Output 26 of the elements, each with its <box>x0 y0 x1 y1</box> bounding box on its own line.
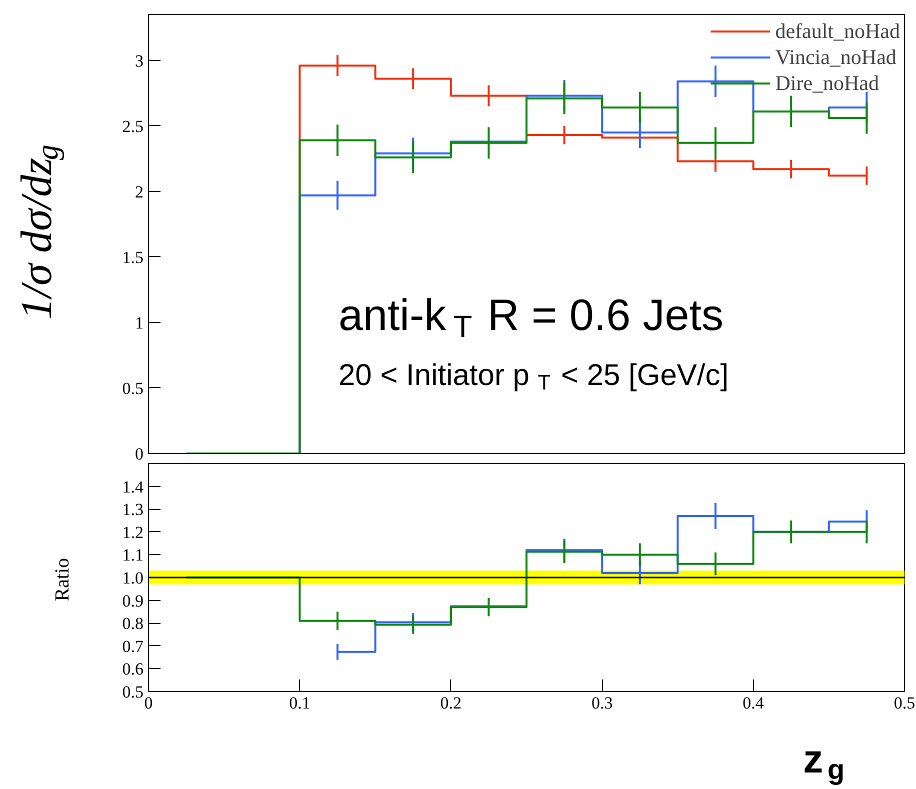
y-tick-label: 0 <box>135 444 144 464</box>
y-tick-label: 1.3 <box>122 500 144 520</box>
legend-label: Dire_noHad <box>775 70 880 96</box>
x-tick-label: 0.4 <box>742 694 764 712</box>
x-tick-label: 0.1 <box>289 694 310 712</box>
y-tick-label: 0.6 <box>122 660 144 679</box>
y-tick-label: 1.5 <box>122 248 144 267</box>
y-tick-label: 2.5 <box>122 116 144 136</box>
y-tick-label: 1.1 <box>122 546 144 565</box>
y-tick-label: 0.9 <box>122 591 144 610</box>
x-tick-label: 0.5 <box>894 694 916 712</box>
y-tick-label: 3 <box>135 51 144 70</box>
y-tick-label: 1.4 <box>122 477 144 496</box>
x-tick-label: 0.3 <box>591 694 613 712</box>
y-tick-label: 1 <box>135 313 144 332</box>
legend-label: Vincia_noHad <box>775 44 896 70</box>
x-tick-label: 0.2 <box>440 694 462 712</box>
y-tick-label: 1.0 <box>122 568 144 588</box>
y-tick-label: 0.5 <box>122 378 144 398</box>
y-tick-label: 2 <box>135 182 144 202</box>
legend-label: default_noHad <box>775 18 900 44</box>
y-tick-label: 0.8 <box>122 614 144 634</box>
y-tick-label: 0.7 <box>122 636 144 656</box>
y-axis-title: 1/σ dσ/dzg <box>12 144 64 320</box>
y-axis-title: Ratio <box>52 558 74 602</box>
y-tick-label: 1.2 <box>122 522 144 542</box>
